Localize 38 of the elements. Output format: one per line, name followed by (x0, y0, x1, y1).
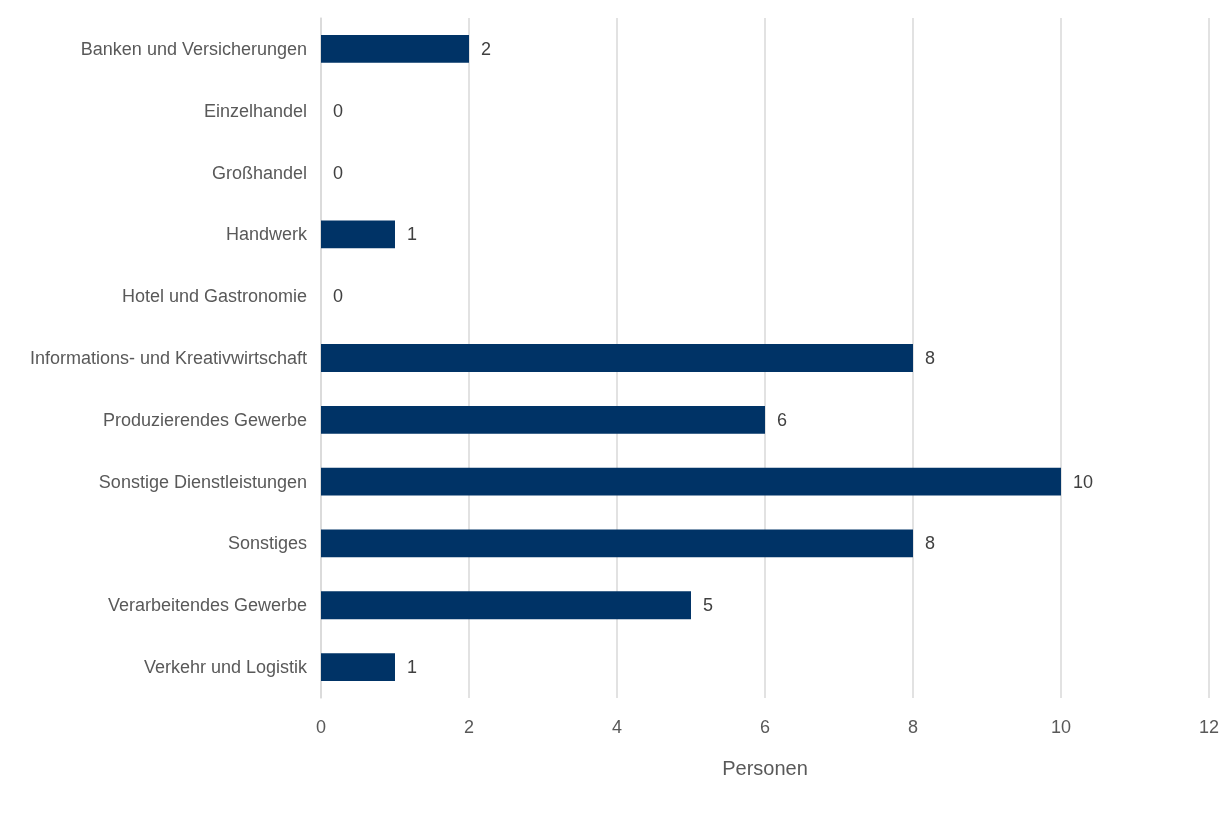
x-tick-label: 4 (611, 717, 622, 737)
y-tick-label: Großhandel (211, 162, 307, 183)
data-label: 8 (924, 533, 936, 554)
y-tick-label: Verarbeitendes Gewerbe (107, 595, 307, 616)
bar (321, 35, 469, 63)
y-tick-label: Handwerk (225, 224, 308, 245)
x-tick-label: 12 (1198, 717, 1219, 737)
data-label: 0 (333, 162, 344, 183)
x-tick-label: 0 (315, 717, 327, 737)
data-label: 8 (924, 348, 936, 368)
bar (321, 405, 765, 434)
y-tick-label: Sonstige Dienstleistungen (98, 471, 307, 492)
bar (321, 529, 913, 558)
x-axis-title: Personen (722, 757, 808, 779)
x-tick-label: 2 (463, 717, 475, 737)
data-label: 0 (333, 286, 344, 307)
y-tick-label: Sonstiges (227, 533, 307, 554)
bar (321, 344, 913, 372)
y-tick-label: Informations- und Kreativwirtschaft (29, 348, 307, 368)
data-label: 10 (1072, 471, 1094, 492)
x-tick-label: 10 (1050, 717, 1072, 737)
bar (321, 653, 395, 681)
data-label: 2 (481, 38, 492, 59)
bar (321, 467, 1061, 496)
y-tick-label: Produzierendes Gewerbe (102, 409, 307, 430)
y-tick-label: Verkehr und Logistik (143, 657, 308, 678)
bar (321, 220, 395, 249)
data-label: 0 (333, 100, 344, 121)
data-label: 1 (407, 657, 418, 678)
x-tick-label: 6 (759, 717, 770, 737)
bar (321, 591, 691, 620)
y-tick-label: Banken und Versicherungen (80, 38, 307, 59)
data-label: 5 (703, 595, 714, 616)
y-tick-label: Einzelhandel (203, 100, 307, 121)
data-label: 1 (407, 224, 418, 245)
data-label: 6 (776, 409, 788, 430)
y-tick-label: Hotel und Gastronomie (121, 286, 307, 307)
x-tick-label: 8 (907, 717, 918, 737)
